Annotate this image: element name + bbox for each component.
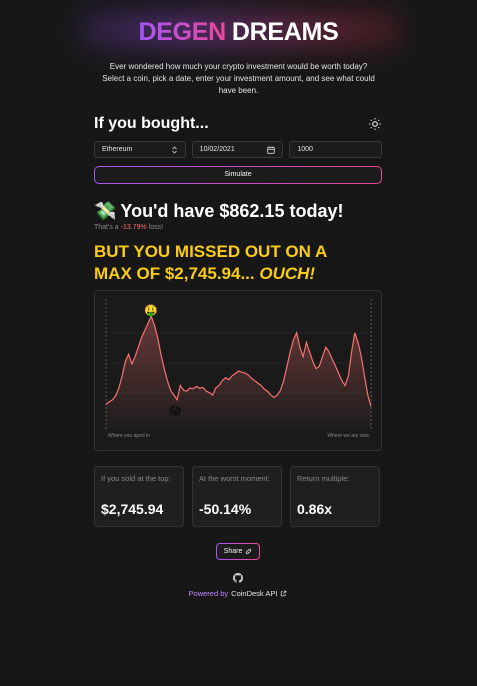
- footer: Powered by CoinDesk API: [94, 589, 382, 598]
- chart-start-label: Where you aped in: [108, 433, 150, 439]
- amount-input-value: 1000: [297, 146, 313, 153]
- missed-ouch: OUCH!: [259, 264, 316, 283]
- missed-max: MAX OF $2,745.94...: [94, 264, 260, 283]
- missed-line-2: MAX OF $2,745.94... OUCH!: [94, 263, 382, 285]
- header-glow: [80, 0, 400, 60]
- stat-card-top: If you sold at the top: $2,745.94: [94, 466, 184, 527]
- stat-card-multiple: Return multiple: 0.86x: [290, 466, 380, 527]
- chevron-updown-icon: [171, 145, 177, 154]
- brand-dreams: DREAMS: [231, 18, 339, 46]
- pct-prefix: That's a: [94, 224, 121, 231]
- date-input[interactable]: 10/02/2021: [191, 141, 284, 158]
- share-button[interactable]: Share: [216, 543, 261, 560]
- result-headline-row: 💸 You'd have $862.15 today!: [94, 200, 382, 222]
- coin-select[interactable]: Ethereum: [94, 141, 186, 158]
- stat-label: If you sold at the top:: [101, 474, 171, 483]
- github-row: [94, 573, 382, 583]
- coindesk-api-link[interactable]: CoinDesk API: [231, 589, 278, 598]
- stats-row: If you sold at the top: $2,745.94 At the…: [94, 466, 382, 527]
- price-chart-svg: 🤑 😱 Where you aped in Where we are now: [105, 299, 372, 439]
- stat-label: At the worst moment:: [199, 474, 270, 483]
- pct-value: -13.79%: [120, 224, 147, 231]
- trough-emoji-icon: 😱: [169, 405, 181, 417]
- stat-value: $2,745.94: [101, 501, 164, 517]
- sun-icon[interactable]: [368, 117, 382, 131]
- external-link-icon[interactable]: [280, 590, 287, 597]
- missed-out-text: BUT YOU MISSED OUT ON A MAX OF $2,745.94…: [94, 241, 382, 285]
- share-label: Share: [223, 548, 243, 555]
- calendar-icon[interactable]: [267, 146, 276, 154]
- coin-select-value: Ethereum: [102, 146, 133, 153]
- app-title: DEGEN DREAMS: [0, 18, 477, 47]
- stat-value: 0.86x: [297, 501, 333, 517]
- tagline: Ever wondered how much your crypto inves…: [102, 62, 375, 95]
- form-inputs: Ethereum 10/02/2021 1000: [94, 141, 382, 158]
- hero-header: DEGEN DREAMS Ever wondered how much your …: [0, 0, 477, 97]
- peak-emoji-icon: 🤑: [144, 304, 158, 317]
- result-headline: You'd have $862.15 today!: [120, 200, 344, 221]
- stat-value: -50.14%: [199, 501, 252, 517]
- date-input-value: 10/02/2021: [199, 146, 235, 153]
- powered-by-label: Powered by: [188, 589, 229, 598]
- brand-degen: DEGEN: [138, 18, 227, 46]
- form-heading: If you bought...: [94, 115, 209, 132]
- price-line: [105, 314, 372, 407]
- amount-input[interactable]: 1000: [289, 141, 382, 158]
- link-icon: [246, 548, 252, 555]
- price-chart: 🤑 😱 Where you aped in Where we are now: [94, 290, 382, 451]
- share-row: Share: [94, 543, 382, 560]
- github-icon[interactable]: [233, 573, 243, 583]
- stat-label: Return multiple:: [297, 474, 350, 483]
- chart-end-label: Where we are now: [327, 433, 369, 439]
- stat-card-worst: At the worst moment: -50.14%: [192, 466, 282, 527]
- price-area: [106, 316, 371, 429]
- missed-line-1: BUT YOU MISSED OUT ON A: [94, 242, 328, 261]
- simulate-button[interactable]: Simulate: [94, 166, 382, 184]
- pct-line: That's a -13.79% loss!: [94, 224, 382, 231]
- pct-suffix: loss!: [146, 224, 164, 231]
- form-heading-row: If you bought...: [94, 114, 382, 134]
- money-wings-icon: 💸: [94, 200, 117, 221]
